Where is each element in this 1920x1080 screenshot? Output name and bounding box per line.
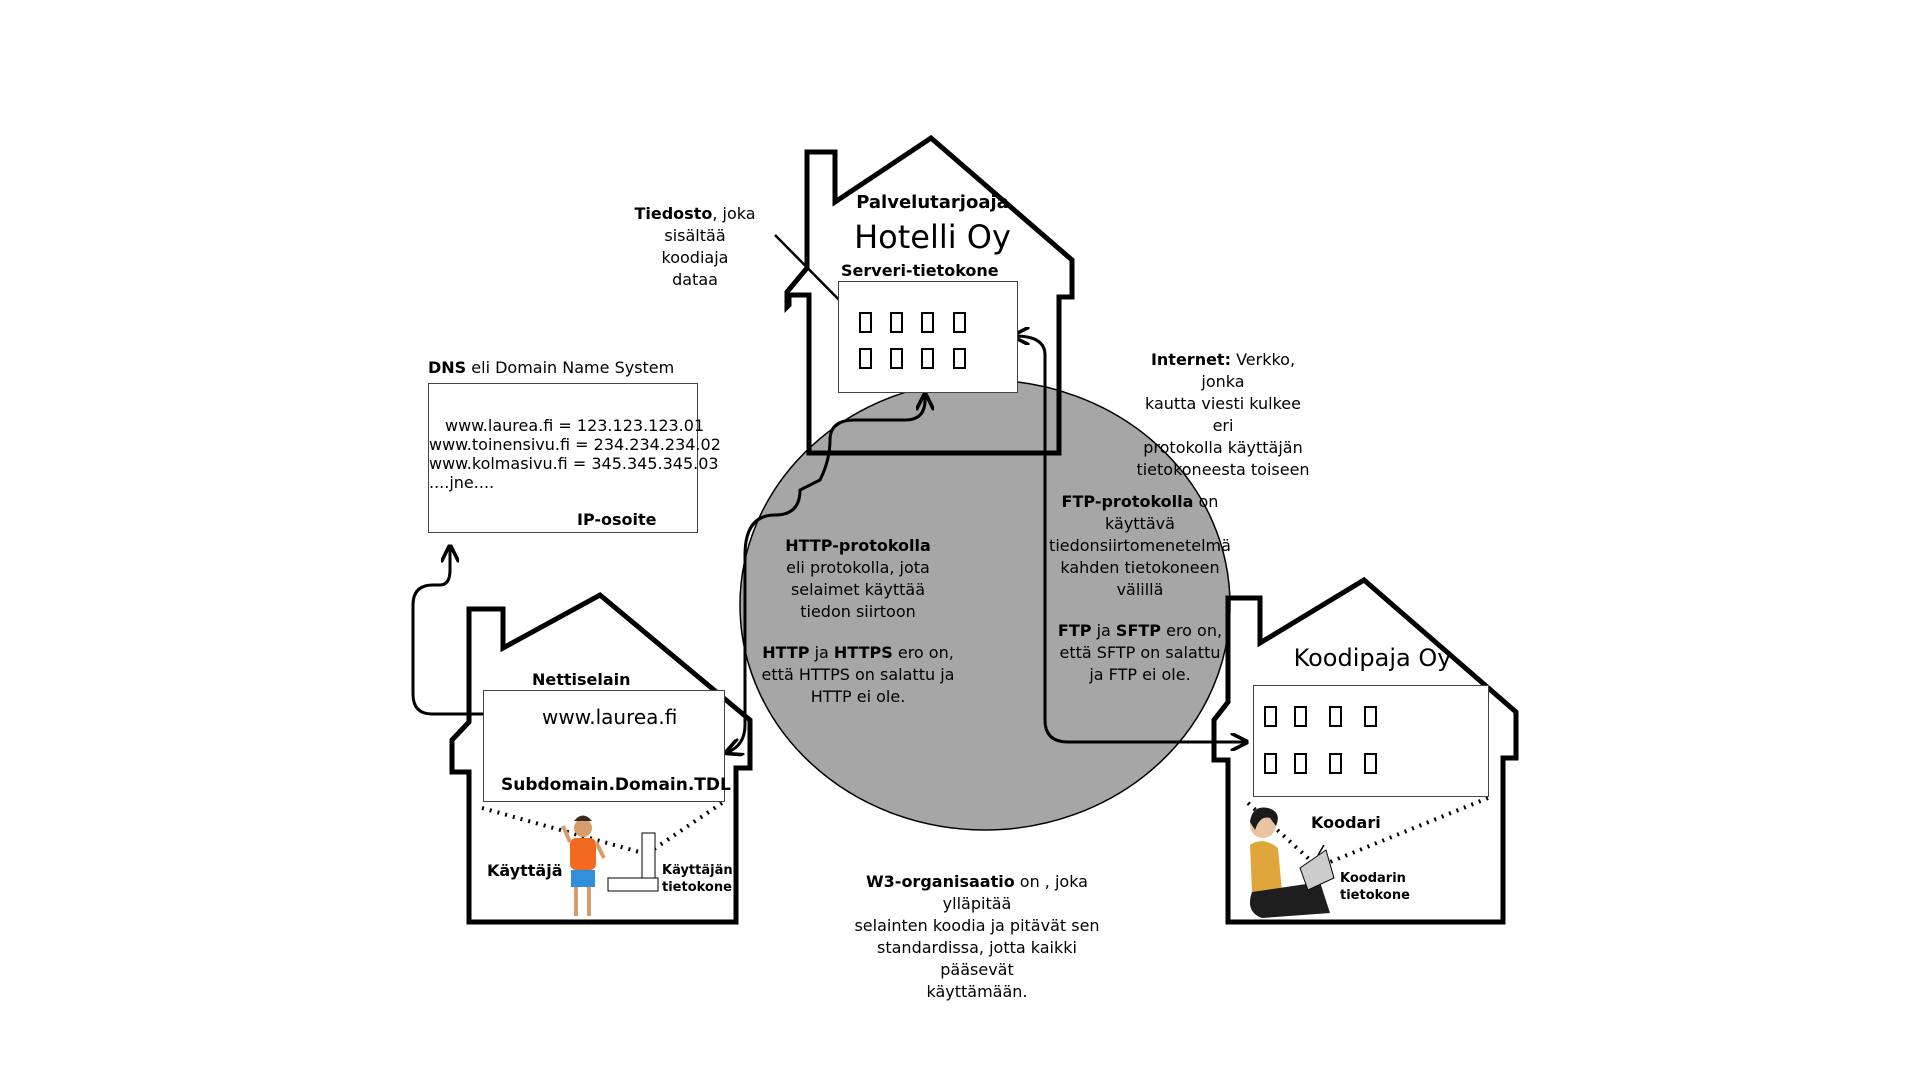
user-computer-label: Käyttäjän tietokone xyxy=(662,863,733,895)
user-house-outline xyxy=(449,591,753,925)
file-note: Tiedosto, joka sisältää koodiaja dataa xyxy=(634,204,756,289)
coder-company-name: Koodipaja Oy xyxy=(1293,644,1452,672)
code-file-icon xyxy=(1264,706,1277,727)
http-path-arrow xyxy=(728,396,925,752)
dns-table-box: www.laurea.fi = 123.123.123.01 www.toine… xyxy=(428,383,721,533)
https-note: HTTP ja HTTPS ero on, että HTTPS on sala… xyxy=(761,643,955,706)
browser-label: Nettiselain xyxy=(532,670,631,689)
dns-entry: www.kolmasivu.fi = 345.345.345.03 xyxy=(429,454,719,473)
ftp-path-arrow xyxy=(1015,336,1245,742)
http-note: HTTP-protokolla eli protokolla, jota sel… xyxy=(785,536,931,621)
code-file-icon xyxy=(1294,753,1307,774)
server-file-icon xyxy=(859,348,872,369)
provider-name: Hotelli Oy xyxy=(854,218,1011,256)
browser-url: www.laurea.fi xyxy=(542,705,678,729)
dns-entry: ....jne.... xyxy=(429,473,495,492)
code-file-icon xyxy=(1329,706,1342,727)
code-file-icon xyxy=(1329,753,1342,774)
server-computer-box xyxy=(838,281,1018,393)
internet-note: Internet: Verkko, jonka kautta viesti ku… xyxy=(1136,350,1310,479)
coder-label: Koodari xyxy=(1311,813,1381,832)
user-label: Käyttäjä xyxy=(487,861,563,880)
server-house-outline xyxy=(784,134,1075,456)
dns-entry: www.laurea.fi = 123.123.123.01 xyxy=(445,416,705,435)
user-view-line-right xyxy=(643,801,724,857)
user-view-line-left xyxy=(481,806,651,857)
code-file-icon xyxy=(1364,753,1377,774)
w3-note: W3-organisaatio on , joka ylläpitää sela… xyxy=(854,872,1100,1001)
server-label: Serveri-tietokone xyxy=(841,261,999,280)
user-figure-icon xyxy=(561,815,606,916)
server-file-icon xyxy=(953,312,966,333)
user-computer-keyboard xyxy=(607,877,659,892)
ip-label: IP-osoite xyxy=(577,510,657,529)
user-computer-monitor xyxy=(641,832,656,880)
server-file-icon xyxy=(890,312,903,333)
coder-computer-box xyxy=(1253,685,1489,797)
coder-figure-icon xyxy=(1249,807,1330,918)
dns-link-arrow xyxy=(411,548,533,716)
coder-computer-label: Koodarin tietokone xyxy=(1340,871,1410,903)
dns-title: DNS eli Domain Name System xyxy=(428,358,675,377)
provider-label: Palvelutarjoaja xyxy=(856,192,1009,213)
server-file-icon xyxy=(921,348,934,369)
server-file-icon xyxy=(953,348,966,369)
server-file-icon xyxy=(859,312,872,333)
ftp-note: FTP-protokolla on käyttävä tiedonsiirtom… xyxy=(1049,492,1231,599)
code-file-icon xyxy=(1264,753,1277,774)
server-file-icon xyxy=(921,312,934,333)
code-file-icon xyxy=(1364,706,1377,727)
code-file-icon xyxy=(1294,706,1307,727)
laptop-icon xyxy=(1299,844,1335,891)
dns-entry: www.toinensivu.fi = 234.234.234.02 xyxy=(429,435,721,454)
sftp-note: FTP ja SFTP ero on, että SFTP on salattu… xyxy=(1057,621,1223,684)
domain-structure-label: Subdomain.Domain.TDL xyxy=(501,775,731,795)
coder-house-outline xyxy=(1211,576,1519,925)
server-file-icon xyxy=(890,348,903,369)
browser-window xyxy=(483,690,725,802)
